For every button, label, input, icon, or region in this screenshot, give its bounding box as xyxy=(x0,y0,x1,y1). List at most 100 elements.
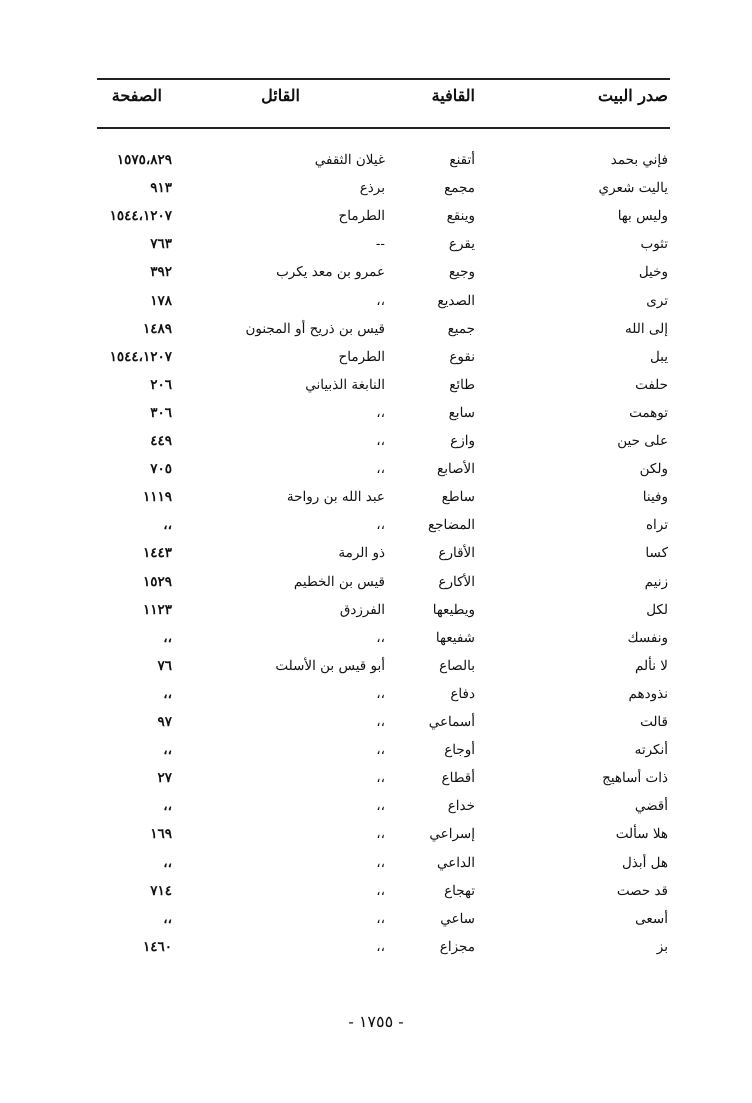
poet-cell: ،، xyxy=(376,798,385,815)
poet-cell: الطرماح xyxy=(338,348,385,365)
table-row: فإني بحمد أتقنع غيلان الثقفي ١٥٧٥،٨٢٩ xyxy=(0,152,752,176)
poet-cell: عمرو بن معد يكرب xyxy=(276,264,385,281)
poet-cell: عبد الله بن رواحة xyxy=(286,489,385,506)
verse-cell: توهمت xyxy=(629,404,668,421)
page-cell: ١٥٧٥،٨٢٩ xyxy=(116,152,172,168)
verse-cell: وفينا xyxy=(642,489,668,506)
poet-cell: غيلان الثقفي xyxy=(314,152,385,168)
page-cell: ،، xyxy=(163,742,172,759)
table-row: توهمت سابع ،، ٣٠٦ xyxy=(0,405,752,429)
verse-cell: قد حصت xyxy=(616,882,668,899)
rhyme-cell: سابع xyxy=(448,404,475,421)
table-row: أسعى ساعي ،، ،، xyxy=(0,911,752,935)
verse-cell: ياليت شعري xyxy=(598,180,668,197)
rhyme-cell: الأصابع xyxy=(437,461,475,478)
table-row: على حين وازع ،، ٤٤٩ xyxy=(0,433,752,457)
page-cell: ،، xyxy=(163,517,172,534)
verse-cell: أنكرته xyxy=(634,742,668,759)
page-cell: ،، xyxy=(163,854,172,871)
poet-cell: ،، xyxy=(376,826,385,843)
table-row: قد حصت تهجاع ،، ٧١٤ xyxy=(0,883,752,907)
table-row: تثوب يقرع -- ٧٦٣ xyxy=(0,236,752,260)
rhyme-cell: مجمع xyxy=(444,180,475,197)
page-cell: ٣٠٦ xyxy=(150,404,172,421)
verse-cell: تراه xyxy=(645,517,668,534)
table-row: ذات أساهيج أقطاع ،، ٢٧ xyxy=(0,770,752,794)
header-rhyme: القافية xyxy=(431,86,475,105)
verse-cell: وليس بها xyxy=(617,208,668,225)
table-row: ولكن الأصابع ،، ٧٠٥ xyxy=(0,461,752,485)
table-row: وفينا ساطع عبد الله بن رواحة ١١١٩ xyxy=(0,489,752,513)
rhyme-cell: الداعي xyxy=(436,854,475,871)
table-row: أقضي خداع ،، ،، xyxy=(0,798,752,822)
page-cell: ١١٢٣ xyxy=(142,601,172,618)
page-cell: ١٥٤٤،١٢٠٧ xyxy=(109,208,172,225)
poet-cell: ،، xyxy=(376,517,385,534)
page-cell: ،، xyxy=(163,685,172,702)
verse-cell: فإني بحمد xyxy=(610,152,668,168)
page-cell: ٧٠٥ xyxy=(150,461,172,478)
verse-cell: على حين xyxy=(617,433,668,449)
page-cell: ١١١٩ xyxy=(142,489,172,506)
page-cell: ٤٤٩ xyxy=(150,433,172,449)
poet-cell: ،، xyxy=(376,854,385,871)
verse-cell: ولكن xyxy=(639,461,668,478)
poet-cell: الفرزدق xyxy=(339,601,385,618)
poet-cell: ،، xyxy=(376,714,385,730)
poet-cell: ذو الرمة xyxy=(338,545,385,562)
poet-cell: أبو قيس بن الأسلت xyxy=(275,657,385,674)
rhyme-cell: طائع xyxy=(449,376,475,393)
rhyme-cell: إسراعي xyxy=(429,826,475,843)
header-rule xyxy=(97,127,670,129)
poet-cell: ،، xyxy=(376,938,385,955)
verse-cell: زنيم xyxy=(644,573,668,590)
page-cell: ١٧٨ xyxy=(150,292,172,309)
table-row: إلى الله جميع قيس بن ذريح أو المجنون ١٤٨٩ xyxy=(0,321,752,345)
rhyme-cell: ساعي xyxy=(440,910,475,927)
rhyme-cell: نقوع xyxy=(449,348,475,365)
page-cell: ١٥٤٤،١٢٠٧ xyxy=(109,348,172,365)
rhyme-cell: أقطاع xyxy=(441,770,475,787)
rhyme-cell: الأقارع xyxy=(438,545,475,562)
poet-cell: قيس بن الخطيم xyxy=(293,573,385,590)
poet-cell: -- xyxy=(375,236,385,253)
rhyme-cell: يقرع xyxy=(448,236,475,253)
table-row: بز مجزاع ،، ١٤٦٠ xyxy=(0,939,752,963)
poet-cell: ،، xyxy=(376,770,385,787)
rhyme-cell: المضاجع xyxy=(427,517,475,534)
verse-cell: كسا xyxy=(645,545,668,562)
verse-cell: لا نألم xyxy=(635,657,668,674)
page-cell: ،، xyxy=(163,629,172,646)
verse-cell: إلى الله xyxy=(625,320,668,337)
page-cell: ١٤٤٣ xyxy=(142,545,172,562)
table-row: تراه المضاجع ،، ،، xyxy=(0,517,752,541)
page-cell: ٢٧ xyxy=(157,770,172,787)
page-cell: ١٤٦٠ xyxy=(142,938,172,955)
rhyme-cell: ساطع xyxy=(441,489,475,506)
verse-cell: لكل xyxy=(646,601,668,618)
rhyme-cell: أسماعي xyxy=(428,714,475,730)
verse-cell: هلا سألت xyxy=(615,826,668,843)
rhyme-cell: وينقع xyxy=(446,208,475,225)
poet-cell: قيس بن ذريح أو المجنون xyxy=(245,320,385,337)
page-cell: ١٦٩ xyxy=(150,826,172,843)
table-row: حلفت طائع النابغة الذبياني ٢٠٦ xyxy=(0,377,752,401)
page-cell: ٢٠٦ xyxy=(150,376,172,393)
verse-cell: هل أبذل xyxy=(621,854,668,871)
table-row: هل أبذل الداعي ،، ،، xyxy=(0,855,752,879)
poet-cell: ،، xyxy=(376,685,385,702)
verse-cell: يبل xyxy=(649,348,668,365)
verse-cell: وخيل xyxy=(638,264,668,281)
table-row: لكل ويطيعها الفرزدق ١١٢٣ xyxy=(0,602,752,626)
rhyme-cell: دفاع xyxy=(450,685,475,702)
page-cell: ٣٩٢ xyxy=(150,264,172,281)
rhyme-cell: الصديع xyxy=(437,292,475,309)
rhyme-cell: جميع xyxy=(447,320,475,337)
table-row: وخيل وجيع عمرو بن معد يكرب ٣٩٢ xyxy=(0,264,752,288)
page-cell: ،، xyxy=(163,798,172,815)
verse-cell: نذودهم xyxy=(628,685,668,702)
poet-cell: ،، xyxy=(376,433,385,449)
header-page: الصفحة xyxy=(111,86,162,105)
verse-cell: حلفت xyxy=(635,376,668,393)
header-poet: القائل xyxy=(261,86,300,105)
